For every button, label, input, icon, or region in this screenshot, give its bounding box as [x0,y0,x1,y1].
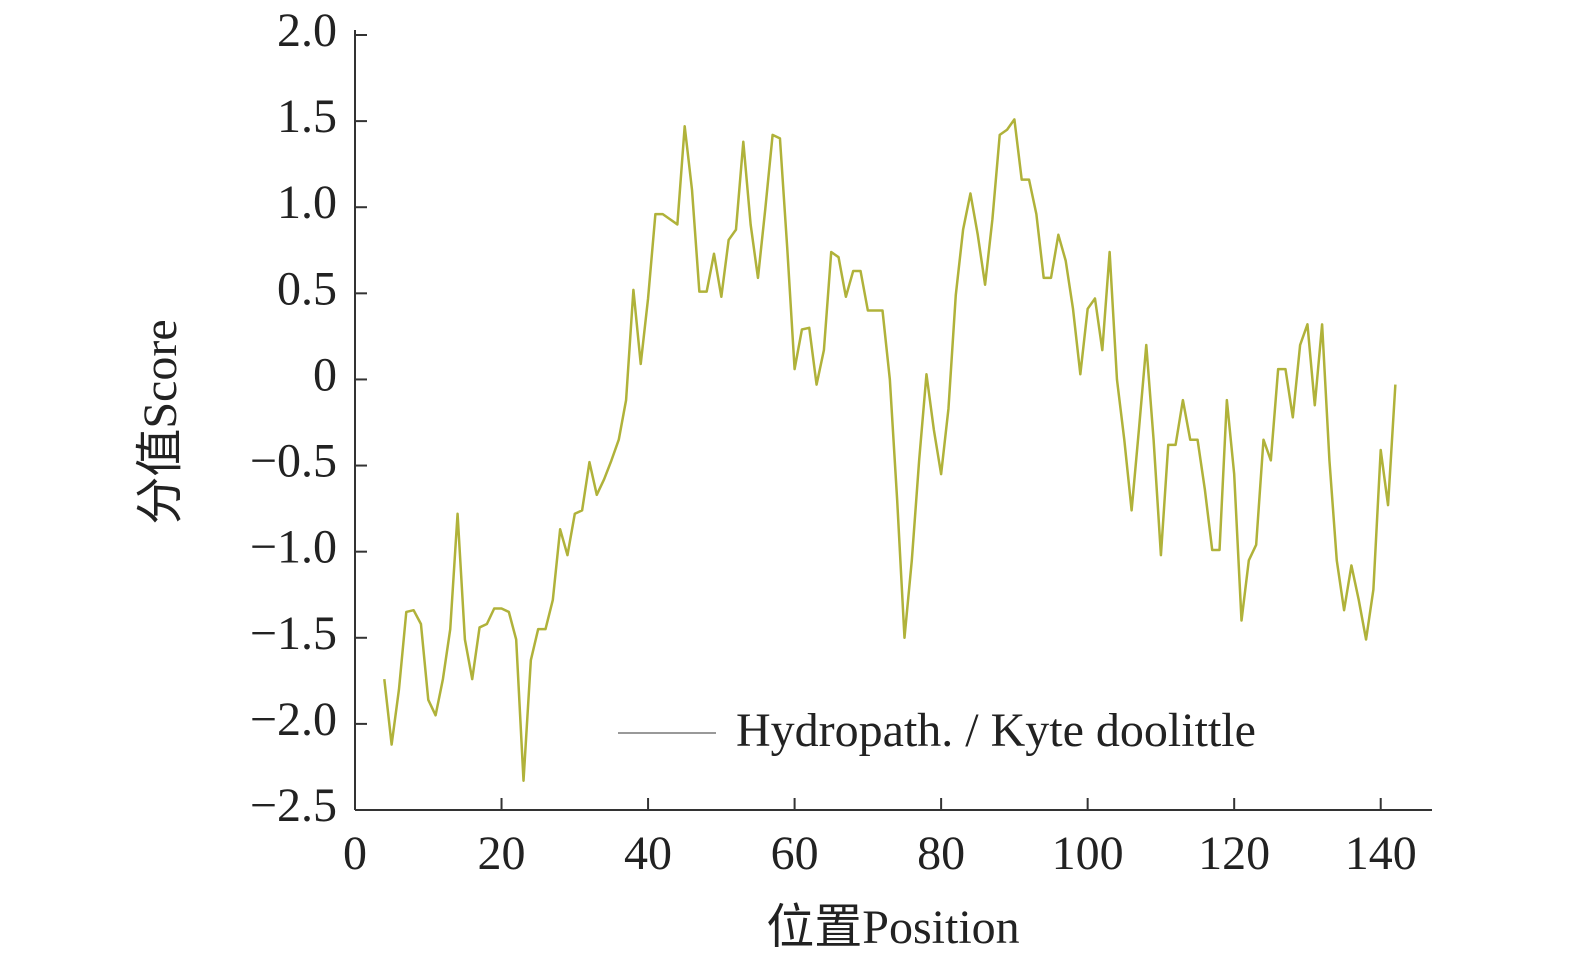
y-tick-label: 0 [313,348,337,401]
x-tick-label: 140 [1345,827,1417,880]
y-tick-label: −1.0 [250,521,337,574]
y-tick-label: −1.5 [250,607,337,660]
y-tick-label: −2.5 [250,779,337,832]
x-tick-label: 40 [624,827,672,880]
x-tick-label: 20 [478,827,526,880]
x-tick-label: 60 [771,827,819,880]
legend-label: Hydropath. / Kyte doolittle [736,704,1256,757]
y-tick-label: −2.0 [250,693,337,746]
x-tick-label: 0 [343,827,367,880]
y-tick-label: 2.0 [277,4,337,57]
y-tick-label: 1.0 [277,176,337,229]
x-tick-label: 100 [1052,827,1124,880]
data-line [383,118,1397,782]
x-tick-label: 80 [917,827,965,880]
y-axis-label: 分值Score [134,319,187,524]
y-tick-label: 1.5 [277,90,337,143]
y-tick-label: 0.5 [277,262,337,315]
y-tick-label: −0.5 [250,435,337,488]
x-axis-label: 位置Position [766,901,1019,954]
x-tick-label: 120 [1198,827,1270,880]
